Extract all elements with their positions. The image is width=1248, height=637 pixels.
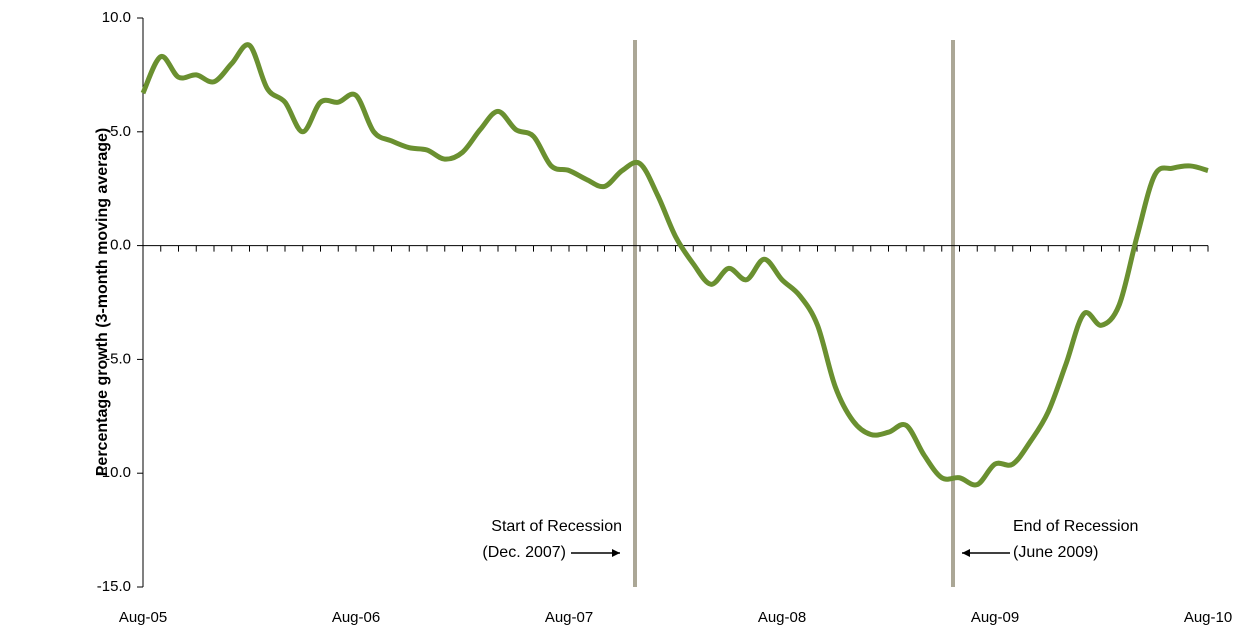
data-line xyxy=(140,42,1209,488)
annotation: Start of Recession xyxy=(491,518,622,535)
annotation: End of Recession xyxy=(1013,518,1138,535)
x-tick-label: Aug-10 xyxy=(1184,609,1232,626)
y-tick-label: 10.0 xyxy=(102,9,131,26)
y-tick-label: -10.0 xyxy=(97,464,131,481)
annotation: (Dec. 2007) xyxy=(482,544,566,561)
y-tick-label: 5.0 xyxy=(110,123,131,140)
annotation: (June 2009) xyxy=(1013,544,1098,561)
x-tick-label: Aug-09 xyxy=(971,609,1019,626)
x-tick-label: Aug-07 xyxy=(545,609,593,626)
arrow-head xyxy=(962,549,970,557)
y-tick-label: -15.0 xyxy=(97,578,131,595)
x-tick-label: Aug-05 xyxy=(119,609,167,626)
x-tick-label: Aug-08 xyxy=(758,609,806,626)
y-axis-label: Percentage growth (3-month moving averag… xyxy=(94,128,111,477)
arrow-head xyxy=(612,549,620,557)
y-tick-label: -5.0 xyxy=(105,350,131,367)
x-tick-label: Aug-06 xyxy=(332,609,380,626)
y-tick-label: 0.0 xyxy=(110,237,131,254)
